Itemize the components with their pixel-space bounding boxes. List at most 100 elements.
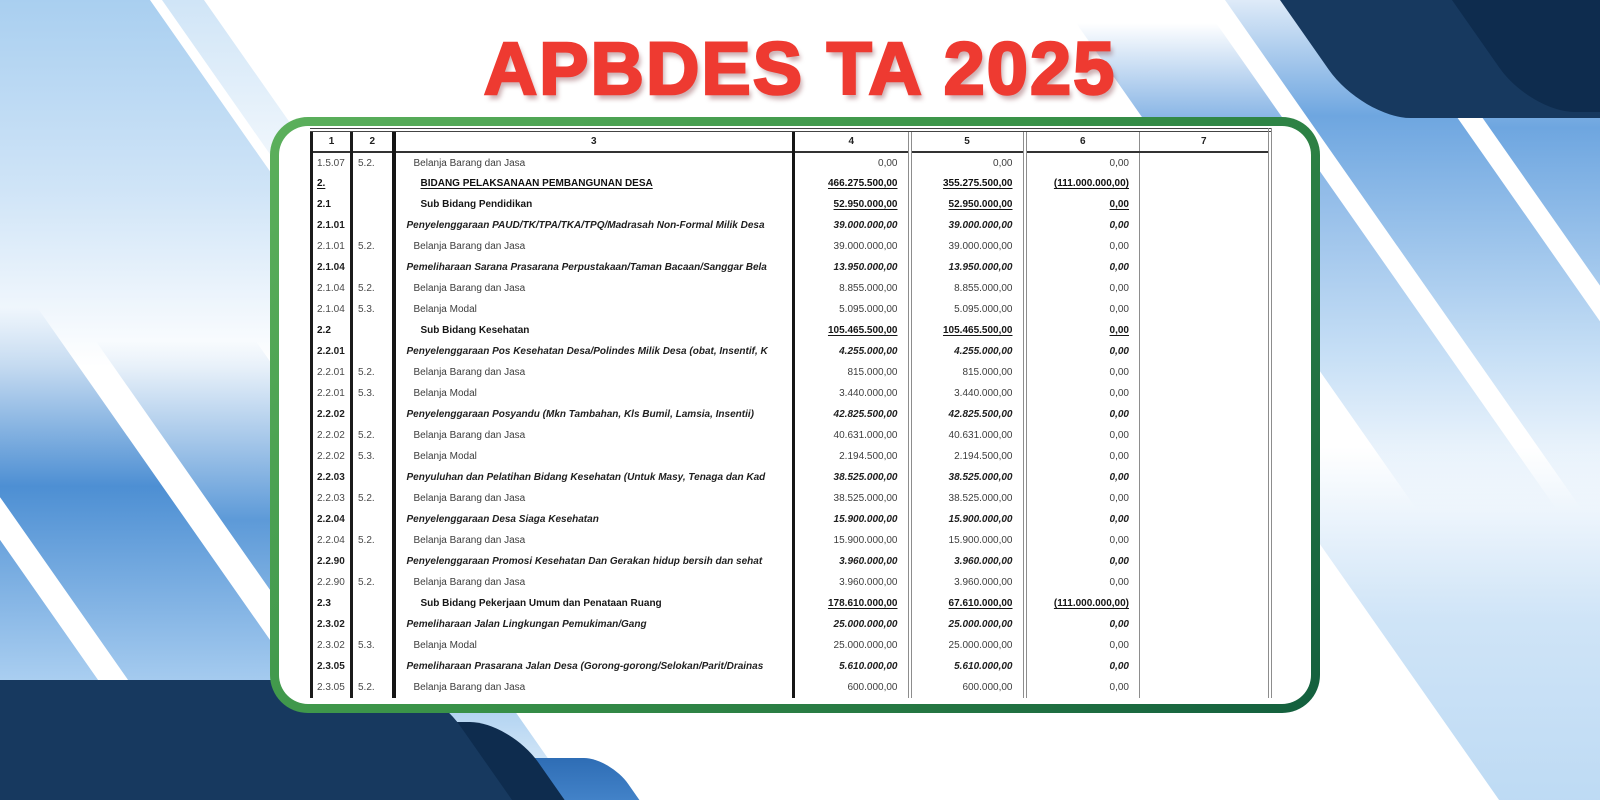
row-amount-before: 25.000.000,00 — [792, 635, 910, 656]
row-amount-after: 815.000,00 — [907, 362, 1025, 383]
row-amount-after: 0,00 — [907, 152, 1025, 173]
row-amount-diff: 0,00 — [1022, 320, 1140, 341]
row-amount-before: 8.855.000,00 — [792, 278, 910, 299]
row-code: 2.2.03 — [310, 467, 352, 488]
table-row: 2.1.04 5.3. Belanja Modal 5.095.000,00 5… — [310, 299, 1272, 320]
row-code: 2. — [310, 173, 352, 194]
row-amount-diff: 0,00 — [1022, 635, 1140, 656]
row-code: 2.3.05 — [310, 677, 352, 698]
row-code: 2.2.03 — [310, 488, 352, 509]
table-row: 2.2.01 Penyelenggaraan Pos Kesehatan Des… — [310, 341, 1272, 362]
column-header-5: 5 — [907, 128, 1025, 153]
row-subcode — [350, 257, 394, 278]
row-empty-cell — [1139, 488, 1272, 509]
row-amount-diff: 0,00 — [1022, 299, 1140, 320]
row-amount-before: 5.610.000,00 — [792, 656, 910, 677]
row-subcode: 5.2. — [350, 572, 394, 593]
row-subcode: 5.3. — [350, 299, 394, 320]
row-code: 2.2.01 — [310, 362, 352, 383]
row-description: Penyelenggaraan Desa Siaga Kesehatan — [391, 509, 794, 530]
column-header-2: 2 — [350, 128, 394, 153]
row-description: Belanja Modal — [391, 635, 794, 656]
table-row: 2.2.02 5.3. Belanja Modal 2.194.500,00 2… — [310, 446, 1272, 467]
budget-sheet: 1 2 3 4 5 6 7 1.5.07 5.2. Belanja Barang… — [279, 126, 1311, 704]
row-amount-after: 15.900.000,00 — [907, 509, 1025, 530]
row-amount-before: 15.900.000,00 — [792, 509, 910, 530]
row-amount-after: 3.960.000,00 — [907, 572, 1025, 593]
row-amount-after: 67.610.000,00 — [907, 593, 1025, 614]
row-empty-cell — [1139, 572, 1272, 593]
row-description: Belanja Barang dan Jasa — [391, 425, 794, 446]
row-amount-after: 355.275.500,00 — [907, 173, 1025, 194]
row-empty-cell — [1139, 320, 1272, 341]
header-row: 1 2 3 4 5 6 7 — [310, 128, 1272, 153]
row-subcode — [350, 551, 394, 572]
table-row: 2.2.04 5.2. Belanja Barang dan Jasa 15.9… — [310, 530, 1272, 551]
row-subcode: 5.3. — [350, 446, 394, 467]
row-amount-after: 5.095.000,00 — [907, 299, 1025, 320]
row-amount-after: 13.950.000,00 — [907, 257, 1025, 278]
table-row: 2.1.04 5.2. Belanja Barang dan Jasa 8.85… — [310, 278, 1272, 299]
budget-table-body: 1.5.07 5.2. Belanja Barang dan Jasa 0,00… — [310, 152, 1272, 698]
row-amount-diff: 0,00 — [1022, 446, 1140, 467]
row-code: 2.3.02 — [310, 614, 352, 635]
row-code: 2.1.01 — [310, 215, 352, 236]
row-amount-before: 4.255.000,00 — [792, 341, 910, 362]
row-description: Pemeliharaan Jalan Lingkungan Pemukiman/… — [391, 614, 794, 635]
table-row: 2.3.02 5.3. Belanja Modal 25.000.000,00 … — [310, 635, 1272, 656]
row-amount-diff: (111.000.000,00) — [1022, 593, 1140, 614]
row-empty-cell — [1139, 635, 1272, 656]
row-description: Belanja Barang dan Jasa — [391, 488, 794, 509]
table-row: 2.2.03 Penyuluhan dan Pelatihan Bidang K… — [310, 467, 1272, 488]
row-description: Belanja Barang dan Jasa — [391, 572, 794, 593]
row-amount-diff: 0,00 — [1022, 614, 1140, 635]
table-row: 2.2.90 Penyelenggaraan Promosi Kesehatan… — [310, 551, 1272, 572]
row-description: Belanja Modal — [391, 299, 794, 320]
row-description: Belanja Barang dan Jasa — [391, 530, 794, 551]
row-amount-diff: 0,00 — [1022, 194, 1140, 215]
document-frame: 1 2 3 4 5 6 7 1.5.07 5.2. Belanja Barang… — [270, 117, 1320, 713]
row-amount-diff: 0,00 — [1022, 467, 1140, 488]
row-amount-after: 52.950.000,00 — [907, 194, 1025, 215]
row-subcode — [350, 614, 394, 635]
row-empty-cell — [1139, 614, 1272, 635]
row-subcode — [350, 404, 394, 425]
row-empty-cell — [1139, 509, 1272, 530]
row-amount-after: 25.000.000,00 — [907, 635, 1025, 656]
row-empty-cell — [1139, 425, 1272, 446]
row-subcode: 5.3. — [350, 635, 394, 656]
row-amount-diff: 0,00 — [1022, 383, 1140, 404]
row-description: Penyuluhan dan Pelatihan Bidang Kesehata… — [391, 467, 794, 488]
table-row: 2. BIDANG PELAKSANAAN PEMBANGUNAN DESA 4… — [310, 173, 1272, 194]
row-amount-before: 3.960.000,00 — [792, 572, 910, 593]
row-subcode: 5.2. — [350, 236, 394, 257]
row-amount-diff: 0,00 — [1022, 152, 1140, 173]
table-row: 2.2.02 5.2. Belanja Barang dan Jasa 40.6… — [310, 425, 1272, 446]
row-empty-cell — [1139, 299, 1272, 320]
row-code: 2.1.04 — [310, 257, 352, 278]
row-amount-diff: 0,00 — [1022, 509, 1140, 530]
budget-table-header: 1 2 3 4 5 6 7 — [310, 128, 1272, 153]
row-amount-diff: 0,00 — [1022, 362, 1140, 383]
row-empty-cell — [1139, 404, 1272, 425]
column-header-4: 4 — [792, 128, 910, 153]
row-description: BIDANG PELAKSANAAN PEMBANGUNAN DESA — [391, 173, 794, 194]
row-amount-after: 8.855.000,00 — [907, 278, 1025, 299]
row-empty-cell — [1139, 257, 1272, 278]
row-description: Belanja Modal — [391, 383, 794, 404]
row-subcode — [350, 509, 394, 530]
row-subcode: 5.3. — [350, 383, 394, 404]
row-code: 2.2.01 — [310, 341, 352, 362]
table-row: 2.1.01 Penyelenggaraan PAUD/TK/TPA/TKA/T… — [310, 215, 1272, 236]
row-code: 2.3.05 — [310, 656, 352, 677]
row-description: Sub Bidang Pendidikan — [391, 194, 794, 215]
row-amount-after: 600.000,00 — [907, 677, 1025, 698]
row-empty-cell — [1139, 593, 1272, 614]
row-code: 2.2.02 — [310, 404, 352, 425]
row-amount-before: 3.440.000,00 — [792, 383, 910, 404]
row-amount-after: 42.825.500,00 — [907, 404, 1025, 425]
row-description: Belanja Barang dan Jasa — [391, 677, 794, 698]
row-subcode — [350, 593, 394, 614]
row-empty-cell — [1139, 341, 1272, 362]
